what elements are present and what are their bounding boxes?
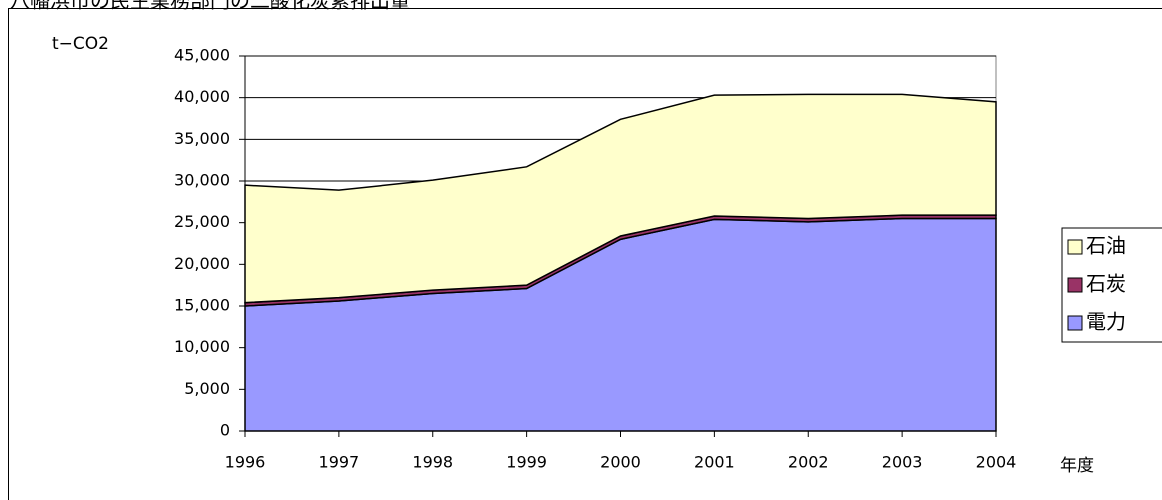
x-tick-label: 1996 xyxy=(225,453,266,472)
chart-title: 八幡浜市の民生業務部門の二酸化炭素排出量 xyxy=(10,0,410,13)
y-tick-label: 25,000 xyxy=(174,212,230,231)
legend-swatch xyxy=(1067,239,1083,255)
legend-label: 石油 xyxy=(1086,234,1126,258)
y-tick-label: 0 xyxy=(220,421,230,440)
x-tick-label: 2002 xyxy=(788,453,829,472)
y-tick-label: 30,000 xyxy=(174,171,230,190)
legend-swatch xyxy=(1067,277,1083,293)
title-bg xyxy=(0,0,640,8)
x-tick-label: 2003 xyxy=(882,453,923,472)
y-tick-label: 10,000 xyxy=(174,337,230,356)
y-tick-label: 20,000 xyxy=(174,254,230,273)
legend-label: 石炭 xyxy=(1086,272,1126,296)
y-tick-label: 35,000 xyxy=(174,129,230,148)
x-tick-label: 2000 xyxy=(600,453,641,472)
y-axis-label: t−CO2 xyxy=(52,34,109,54)
x-tick-label: 2001 xyxy=(694,453,735,472)
x-tick-label: 1997 xyxy=(319,453,360,472)
y-tick-label: 15,000 xyxy=(174,296,230,315)
area xyxy=(244,93,997,304)
x-axis-label: 年度 xyxy=(1060,456,1094,476)
legend-swatch xyxy=(1067,315,1083,331)
y-tick-label: 40,000 xyxy=(174,87,230,106)
y-tick-label: 5,000 xyxy=(184,379,230,398)
x-tick-label: 2004 xyxy=(976,453,1017,472)
x-tick-label: 1998 xyxy=(412,453,453,472)
legend-label: 電力 xyxy=(1086,310,1126,334)
y-tick-label: 45,000 xyxy=(174,46,230,65)
x-tick-label: 1999 xyxy=(506,453,547,472)
